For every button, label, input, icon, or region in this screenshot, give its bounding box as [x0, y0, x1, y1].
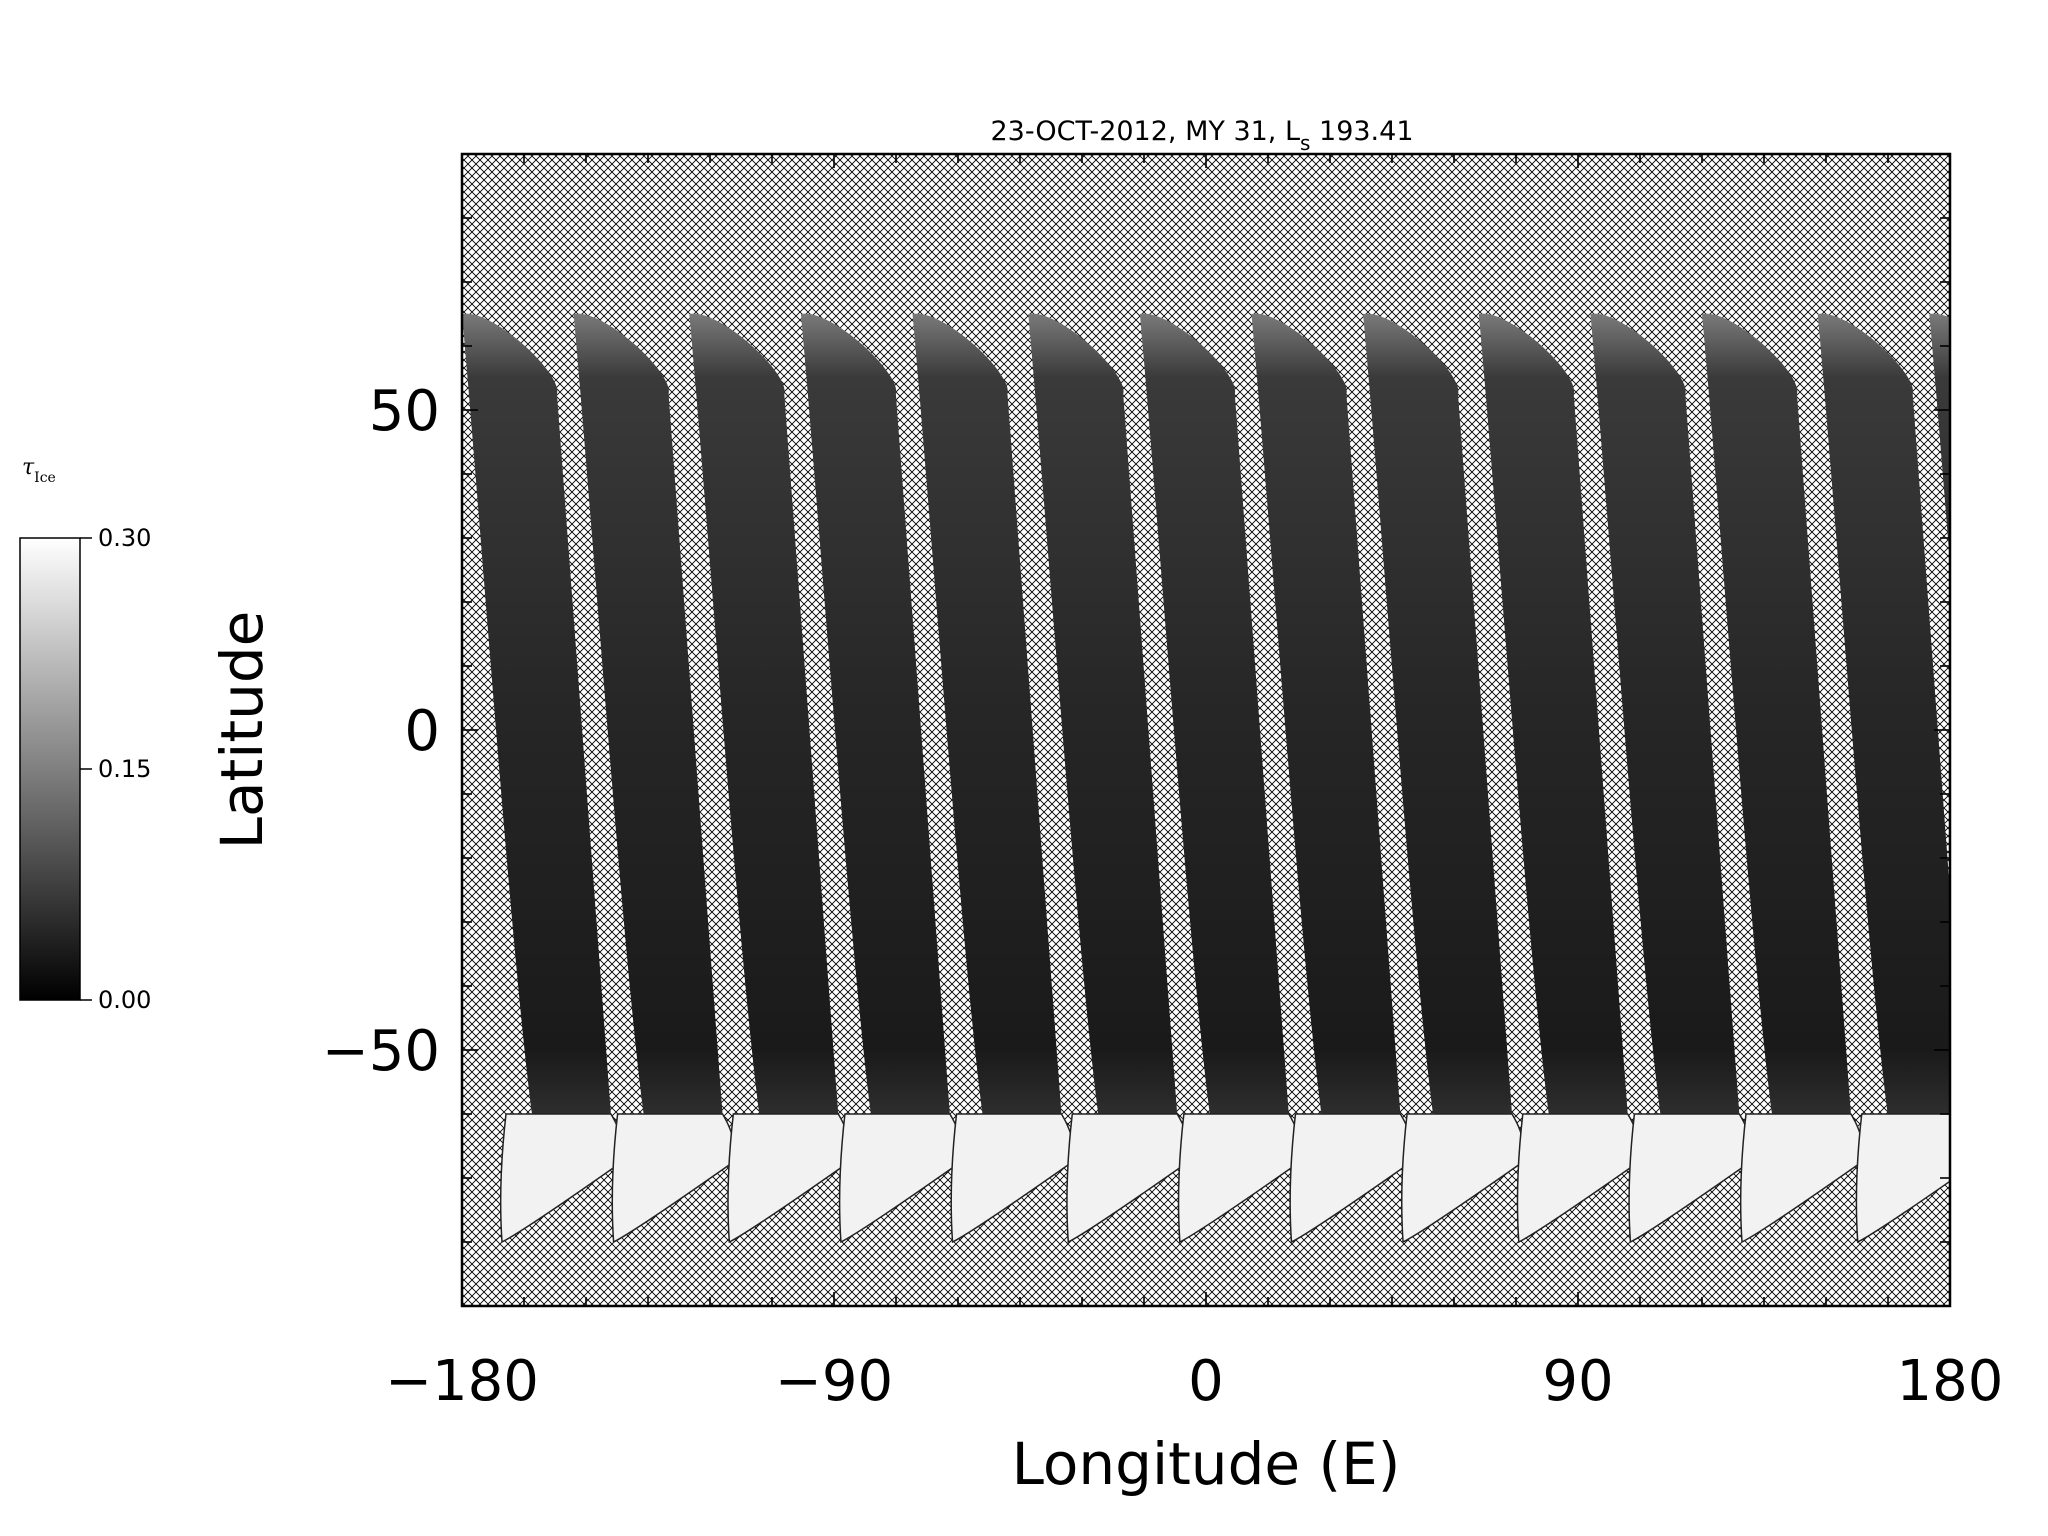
swath-polar-cap — [1968, 1114, 2048, 1242]
colorbar-tick-label: 0.30 — [98, 524, 151, 552]
swath — [1929, 313, 2048, 1242]
swath — [689, 313, 851, 1244]
swath-body — [1028, 313, 1178, 1115]
swath-body — [800, 313, 950, 1115]
colorbar: τIce 0.00 0.15 0.30 — [19, 455, 151, 1014]
swath-body — [1139, 313, 1289, 1115]
y-axis-label: Latitude — [208, 611, 276, 850]
y-tick-label: 50 — [369, 379, 440, 444]
swath-polar-cap — [1855, 1113, 1950, 1244]
x-tick-label: −180 — [385, 1349, 539, 1414]
y-tick-labels: −50 0 50 — [322, 379, 440, 1084]
x-axis-label: Longitude (E) — [1012, 1430, 1401, 1498]
swath-body — [1817, 313, 1950, 1114]
swath-body — [1590, 313, 1740, 1115]
swath-body — [462, 313, 611, 1115]
colorbar-gradient — [19, 537, 81, 1001]
swath-body — [1702, 313, 1851, 1115]
y-tick-label: −50 — [322, 1019, 440, 1084]
swath-body — [1478, 313, 1628, 1115]
swath — [1028, 313, 1190, 1244]
swath-layer — [462, 313, 2048, 1244]
axis-ticks — [461, 153, 1951, 1307]
chart-title: 23-OCT-2012, MY 31, Ls 193.41 — [990, 116, 1413, 155]
x-tick-label: −90 — [775, 1349, 893, 1414]
swath-body — [573, 313, 723, 1115]
colorbar-tick-label: 0.15 — [98, 755, 151, 783]
colorbar-symbol: τIce — [22, 455, 56, 486]
swath — [1817, 313, 1950, 1244]
x-tick-labels: −180 −90 0 90 180 — [385, 1349, 2003, 1414]
y-tick-label: 0 — [404, 699, 440, 764]
swath-body — [912, 313, 1062, 1115]
x-tick-label: 90 — [1542, 1349, 1613, 1414]
swath-body — [1929, 313, 1950, 565]
x-tick-label: 0 — [1188, 1349, 1224, 1414]
swath-body — [1251, 313, 1401, 1115]
swath-body — [1363, 313, 1512, 1115]
x-tick-label: 180 — [1897, 1349, 2004, 1414]
colorbar-tick-label: 0.00 — [98, 986, 151, 1014]
colorbar-ticks: 0.00 0.15 0.30 — [80, 524, 151, 1014]
swath-body — [689, 313, 839, 1115]
